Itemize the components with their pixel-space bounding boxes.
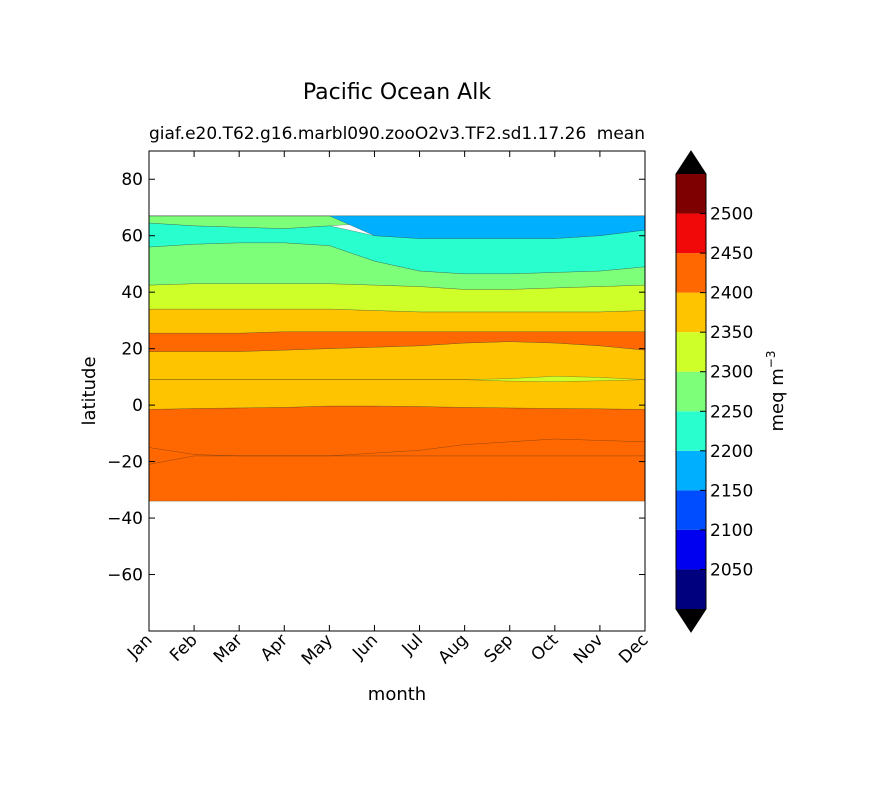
colorbar-swatch (676, 529, 706, 570)
x-tick-label: Dec (615, 630, 652, 667)
colorbar-tick-label: 2100 (710, 521, 753, 541)
colorbar-swatch (676, 292, 706, 333)
y-axis: 80 60 40 20 0 −20 −40 −60 (107, 170, 645, 586)
colorbar-outline (675, 150, 707, 633)
colorbar-swatch (676, 450, 706, 491)
colorbar-tick-label: 2450 (710, 244, 753, 264)
colorbar-tick-label: 2300 (710, 363, 753, 383)
y-tick-label: 0 (132, 396, 143, 416)
y-tick-label: −20 (107, 453, 143, 473)
colorbar: 2050 2100 2150 2200 2250 2300 2350 2400 2450 2500 (675, 150, 753, 633)
colorbar-tick-label: 2250 (710, 402, 753, 422)
colorbar-swatch (676, 253, 706, 293)
colorbar-swatch (676, 371, 706, 412)
colorbar-tick-label: 2150 (710, 481, 753, 501)
x-tick-label: Feb (166, 630, 201, 665)
x-tick-label: Mar (210, 630, 247, 667)
contour-fills (148, 215, 646, 502)
x-tick-label: Jan (123, 630, 156, 663)
colorbar-swatch (676, 174, 706, 214)
x-tick-label: May (298, 630, 337, 669)
contour-band-5 (148, 283, 646, 313)
x-tick-label: Apr (257, 630, 292, 665)
colorbar-swatch (676, 332, 706, 372)
colorbar-tick-label: 2400 (710, 284, 753, 304)
x-tick-label: Oct (527, 630, 562, 665)
contour-band-4 (148, 308, 646, 334)
colorbar-extend-min (676, 609, 706, 632)
colorbar-extend-max (676, 151, 706, 174)
y-tick-label: 60 (121, 227, 143, 247)
y-tick-label: −40 (107, 509, 143, 529)
plot-frame (148, 150, 646, 632)
colorbar-swatch (676, 569, 706, 609)
y-tick-label: −60 (107, 566, 143, 586)
x-tick-label: Nov (570, 630, 608, 668)
chart-title: Pacific Ocean Alk (303, 80, 491, 105)
x-axis-label: month (368, 684, 426, 705)
x-tick-label: Jul (398, 630, 427, 659)
colorbar-tick-label: 2050 (710, 560, 753, 580)
colorbar-swatch (676, 213, 706, 254)
colorbar-label-exponent: −3 (764, 351, 778, 369)
contour-band-2 (148, 341, 646, 410)
colorbar-label: meq m−3 (764, 351, 788, 432)
x-tick-label: Sep (480, 630, 517, 667)
y-axis-label: latitude (79, 356, 100, 425)
colorbar-tick-label: 2350 (710, 323, 753, 343)
y-tick-label: 40 (121, 283, 143, 303)
y-tick-label: 80 (121, 170, 143, 190)
colorbar-tick-label: 2200 (710, 442, 753, 462)
x-tick-label: Aug (435, 630, 473, 668)
colorbar-tick-label: 2500 (710, 205, 753, 225)
chart-subtitle-run: giaf.e20.T62.g16.marbl090.zooO2v3.TF2.sd… (149, 124, 586, 144)
chart-subtitle-stat: mean (597, 124, 645, 144)
colorbar-swatch (676, 490, 706, 530)
y-tick-label: 20 (121, 340, 143, 360)
x-tick-label: Jun (348, 630, 382, 664)
colorbar-swatch (676, 411, 706, 451)
colorbar-label-unit: meq m (767, 368, 788, 431)
